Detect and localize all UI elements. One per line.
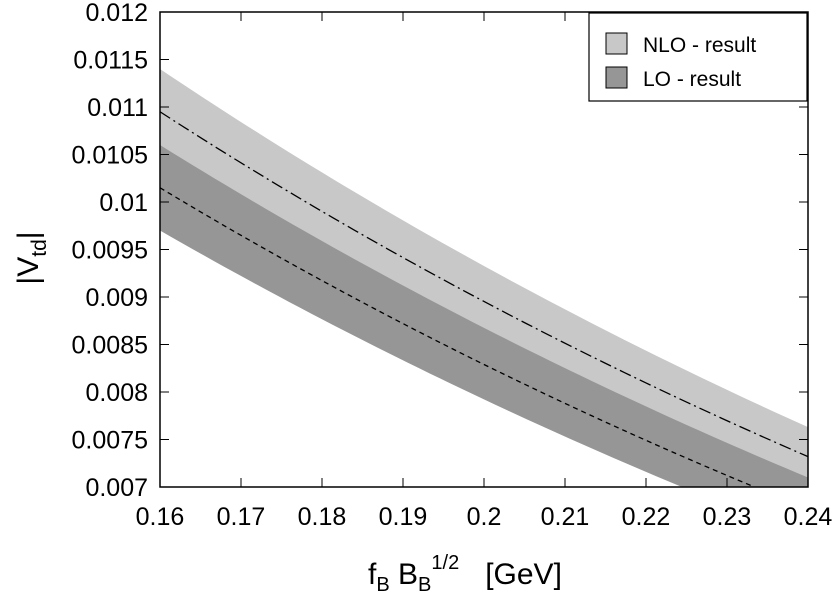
band-lo bbox=[160, 145, 808, 487]
y-tick-label: 0.007 bbox=[85, 474, 148, 502]
y-tick-label: 0.008 bbox=[85, 379, 148, 407]
center-line-lo bbox=[160, 187, 757, 487]
x-tick-label: 0.17 bbox=[217, 503, 266, 531]
x-tick-label: 0.22 bbox=[622, 503, 671, 531]
x-tick-label: 0.23 bbox=[703, 503, 752, 531]
x-title-sub2: B bbox=[418, 574, 431, 596]
y-title-end: | bbox=[12, 231, 45, 239]
center-line-nlo bbox=[160, 111, 808, 458]
y-tick-label: 0.009 bbox=[85, 284, 148, 312]
legend-label-lo: LO - result bbox=[643, 68, 741, 91]
legend-label-nlo: NLO - result bbox=[643, 34, 756, 57]
x-title-main: f bbox=[368, 558, 377, 591]
legend-swatch-nlo bbox=[605, 32, 628, 55]
y-axis-title: |Vtd| bbox=[12, 231, 51, 284]
x-tick-label: 0.18 bbox=[298, 503, 347, 531]
y-tick-label: 0.01 bbox=[99, 189, 148, 217]
y-tick-label: 0.0075 bbox=[72, 427, 148, 455]
x-tick-label: 0.2 bbox=[467, 503, 502, 531]
y-title-main: |V bbox=[12, 257, 45, 285]
y-tick-label: 0.0095 bbox=[72, 237, 148, 265]
plot-area bbox=[160, 69, 808, 487]
y-tick-label: 0.012 bbox=[85, 0, 148, 27]
x-tick-label: 0.19 bbox=[379, 503, 428, 531]
x-tick-label: 0.24 bbox=[784, 503, 833, 531]
x-title-sub1: B bbox=[376, 574, 389, 596]
y-tick-label: 0.0105 bbox=[72, 142, 148, 170]
legend: NLO - result LO - result bbox=[588, 12, 808, 102]
y-tick-label: 0.0115 bbox=[73, 47, 148, 75]
legend-swatch-lo bbox=[605, 66, 628, 89]
x-title-sup: 1/2 bbox=[431, 552, 459, 574]
x-title-unit: [GeV] bbox=[485, 558, 562, 591]
x-axis-title: fB BB1/2 [GeV] bbox=[368, 552, 562, 596]
x-tick-label: 0.16 bbox=[136, 503, 185, 531]
y-title-sub: td bbox=[28, 239, 51, 257]
y-tick-label: 0.011 bbox=[87, 94, 148, 122]
y-tick-label: 0.0085 bbox=[72, 332, 148, 360]
ticks: 0.16 0.17 0.18 0.19 0.2 0.21 0.22 0.23 0.24 0.007… bbox=[72, 0, 833, 531]
x-tick-label: 0.21 bbox=[541, 503, 590, 531]
x-title-mid: B bbox=[390, 558, 418, 591]
